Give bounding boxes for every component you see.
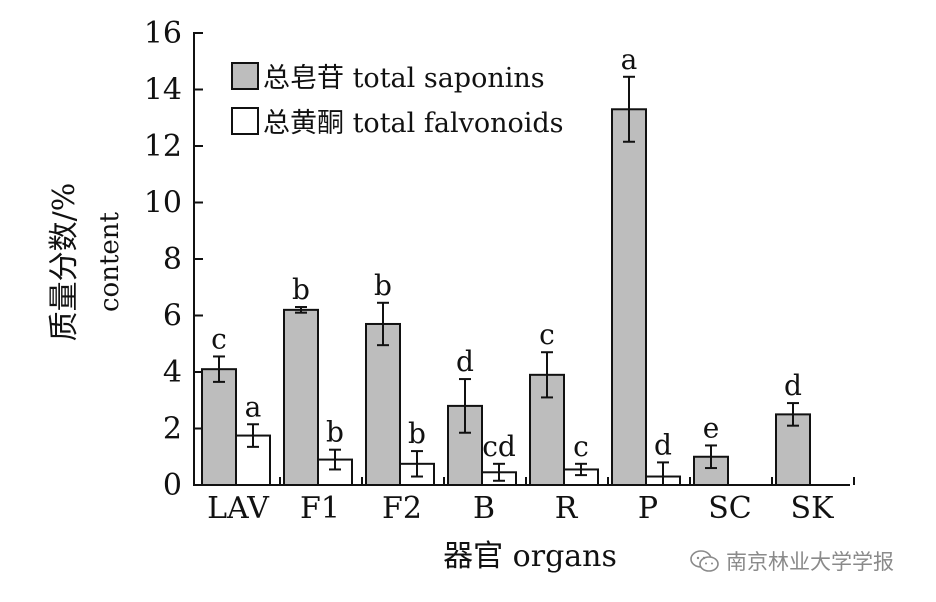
legend-swatch-flavonoids — [231, 107, 259, 135]
y-axis-label-secondary: content — [95, 211, 125, 312]
significance-letter: d — [456, 345, 474, 378]
significance-letter: c — [211, 322, 227, 355]
significance-letter: b — [326, 416, 344, 449]
significance-letter: cd — [482, 430, 516, 463]
significance-letter: b — [292, 273, 310, 306]
significance-letter: a — [245, 390, 262, 423]
y-tick-label: 10 — [144, 186, 182, 221]
significance-letter: b — [374, 269, 392, 302]
y-tick-label: 6 — [163, 299, 182, 334]
significance-letter: a — [621, 43, 638, 76]
y-tick-label: 16 — [144, 16, 182, 51]
y-axis-label: 质量分数/% — [47, 183, 82, 342]
bar-saponins — [283, 308, 319, 486]
watermark: 南京林业大学学报 — [690, 544, 894, 578]
x-tick-label: SK — [791, 491, 835, 526]
bar-saponins — [201, 368, 237, 486]
x-axis-label: 器官 organs — [443, 539, 617, 574]
significance-letter: c — [539, 318, 555, 351]
x-tick-label: F2 — [382, 491, 422, 526]
x-tick-label: B — [473, 491, 495, 526]
y-tick-label: 0 — [163, 468, 182, 503]
significance-letter: d — [654, 428, 672, 461]
x-tick-label: LAV — [207, 491, 270, 526]
x-tick-label: P — [638, 491, 658, 526]
legend-label: 总皂苷 total saponins — [263, 63, 545, 94]
y-tick-label: 14 — [144, 73, 182, 108]
x-tick-label: F1 — [300, 491, 340, 526]
significance-letter: c — [573, 430, 589, 463]
significance-letter: e — [703, 411, 720, 444]
y-tick-label: 4 — [163, 355, 182, 390]
y-tick-label: 2 — [163, 412, 182, 447]
y-tick-label: 8 — [163, 242, 182, 277]
legend-label: 总黄酮 total falvonoids — [263, 108, 564, 139]
significance-letter: b — [408, 417, 426, 450]
y-tick-label: 12 — [144, 129, 182, 164]
x-tick-label: R — [555, 491, 579, 526]
bar-saponins — [365, 322, 401, 486]
wechat-icon — [690, 550, 719, 572]
watermark-text: 南京林业大学学报 — [726, 550, 894, 574]
x-tick-label: SC — [708, 491, 752, 526]
legend-swatch-saponins — [231, 62, 259, 90]
significance-letter: d — [784, 369, 802, 402]
bar-saponins — [611, 108, 647, 487]
